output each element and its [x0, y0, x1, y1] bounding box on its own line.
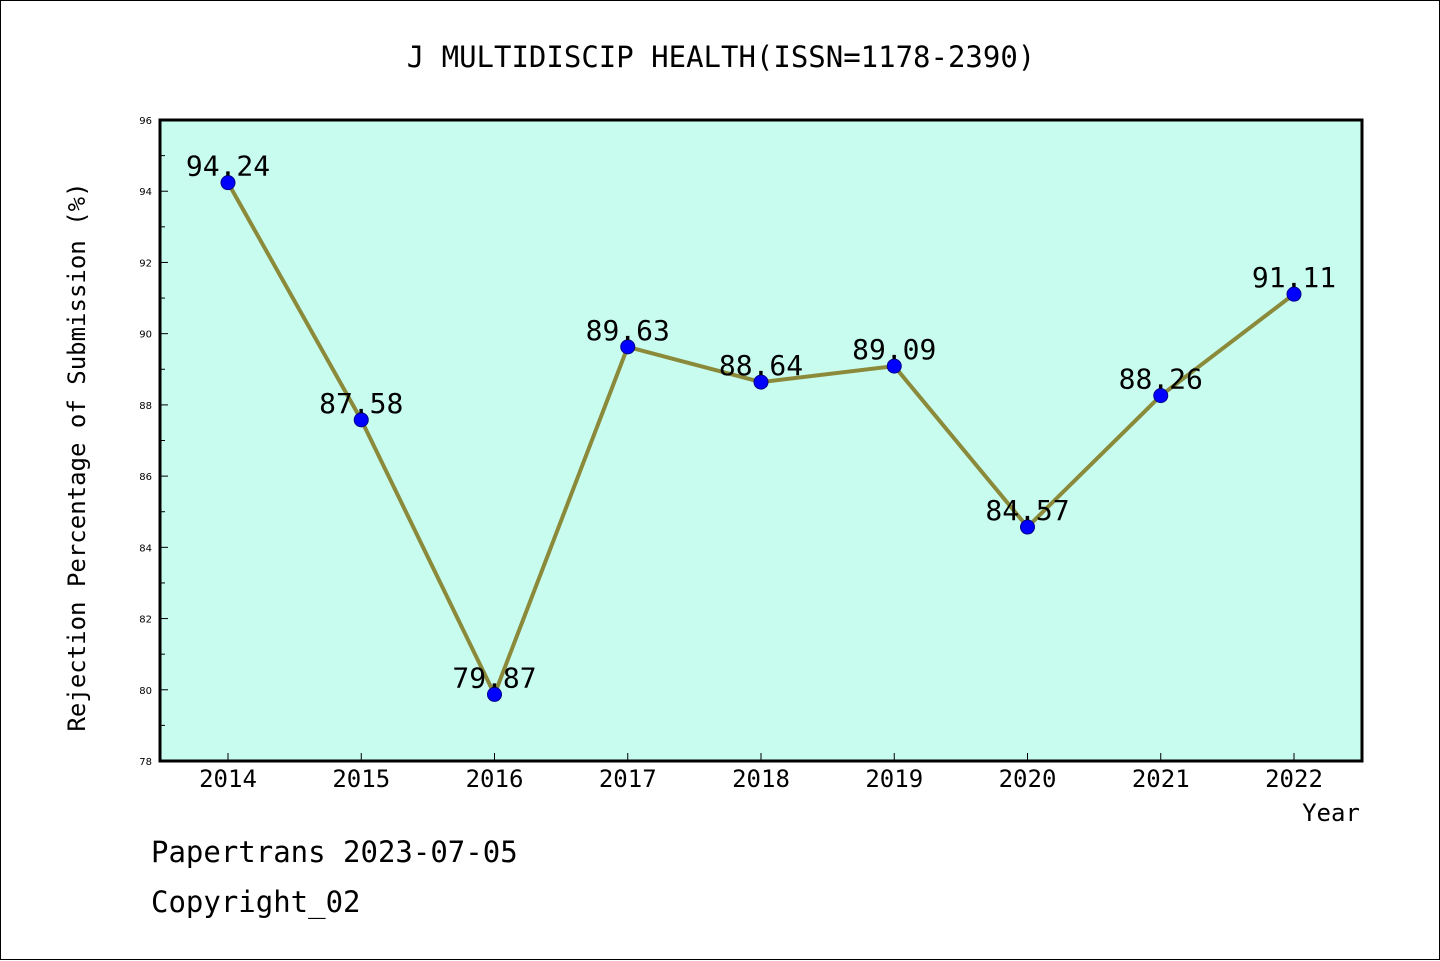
series: 94.24 87.58 79.87 89.63 88.64 89.09 84.57 88.26… [186, 150, 1336, 702]
data-label-2017: 89.63 [586, 314, 670, 347]
data-label-2021: 88.26 [1119, 363, 1203, 396]
y-tick-label: 92 [139, 258, 152, 269]
chart-title: J MULTIDISCIP HEALTH(ISSN=1178-2390) [407, 40, 1036, 74]
data-label-2016: 79.87 [452, 661, 536, 694]
data-point-2016 [487, 686, 502, 702]
data-label-2015: 87.58 [319, 387, 403, 420]
data-label-2022: 91.11 [1252, 261, 1336, 294]
data-point-2017 [620, 339, 636, 355]
footer-date: Papertrans 2023-07-05 [151, 835, 518, 869]
y-tick-label: 90 [139, 330, 152, 341]
x-axis: 2014 2015 2016 2017 2018 2019 2020 2021 2022 [199, 753, 1323, 793]
x-tick-label: 2014 [199, 765, 257, 793]
x-tick-label: 2017 [599, 765, 657, 793]
y-axis: 78 80 82 84 86 88 90 92 94 96 [139, 116, 168, 768]
x-axis-label: Year [1302, 799, 1360, 827]
y-tick-label: 96 [139, 116, 152, 127]
data-point-2015 [353, 412, 369, 428]
x-tick-label: 2022 [1265, 765, 1323, 793]
x-tick-label: 2021 [1132, 765, 1190, 793]
y-tick-label: 82 [139, 615, 152, 626]
data-point-2019 [886, 358, 902, 374]
data-label-2019: 89.09 [852, 333, 936, 366]
x-tick-label: 2016 [466, 765, 524, 793]
x-tick-label: 2015 [332, 765, 390, 793]
data-point-2018 [753, 374, 769, 390]
y-tick-label: 78 [139, 757, 152, 768]
data-label-2020: 84.57 [985, 494, 1069, 527]
y-tick-label: 86 [139, 472, 152, 483]
data-label-2014: 94.24 [186, 150, 270, 183]
plot-area [158, 118, 1364, 763]
x-tick-label: 2018 [732, 765, 790, 793]
y-tick-label: 84 [139, 543, 152, 554]
data-point-2021 [1153, 388, 1169, 404]
data-point-2020 [1020, 519, 1035, 535]
y-tick-label: 94 [139, 187, 152, 198]
footer-copyright: Copyright_02 [151, 885, 361, 919]
y-axis-label: Rejection Percentage of Submission (%) [63, 182, 91, 731]
x-tick-label: 2019 [865, 765, 923, 793]
data-point-2014 [220, 175, 236, 191]
y-tick-label: 80 [139, 686, 152, 697]
data-label-2018: 88.64 [719, 349, 803, 382]
data-point-2022 [1286, 286, 1302, 302]
x-tick-label: 2020 [999, 765, 1057, 793]
y-tick-label: 88 [139, 401, 152, 412]
